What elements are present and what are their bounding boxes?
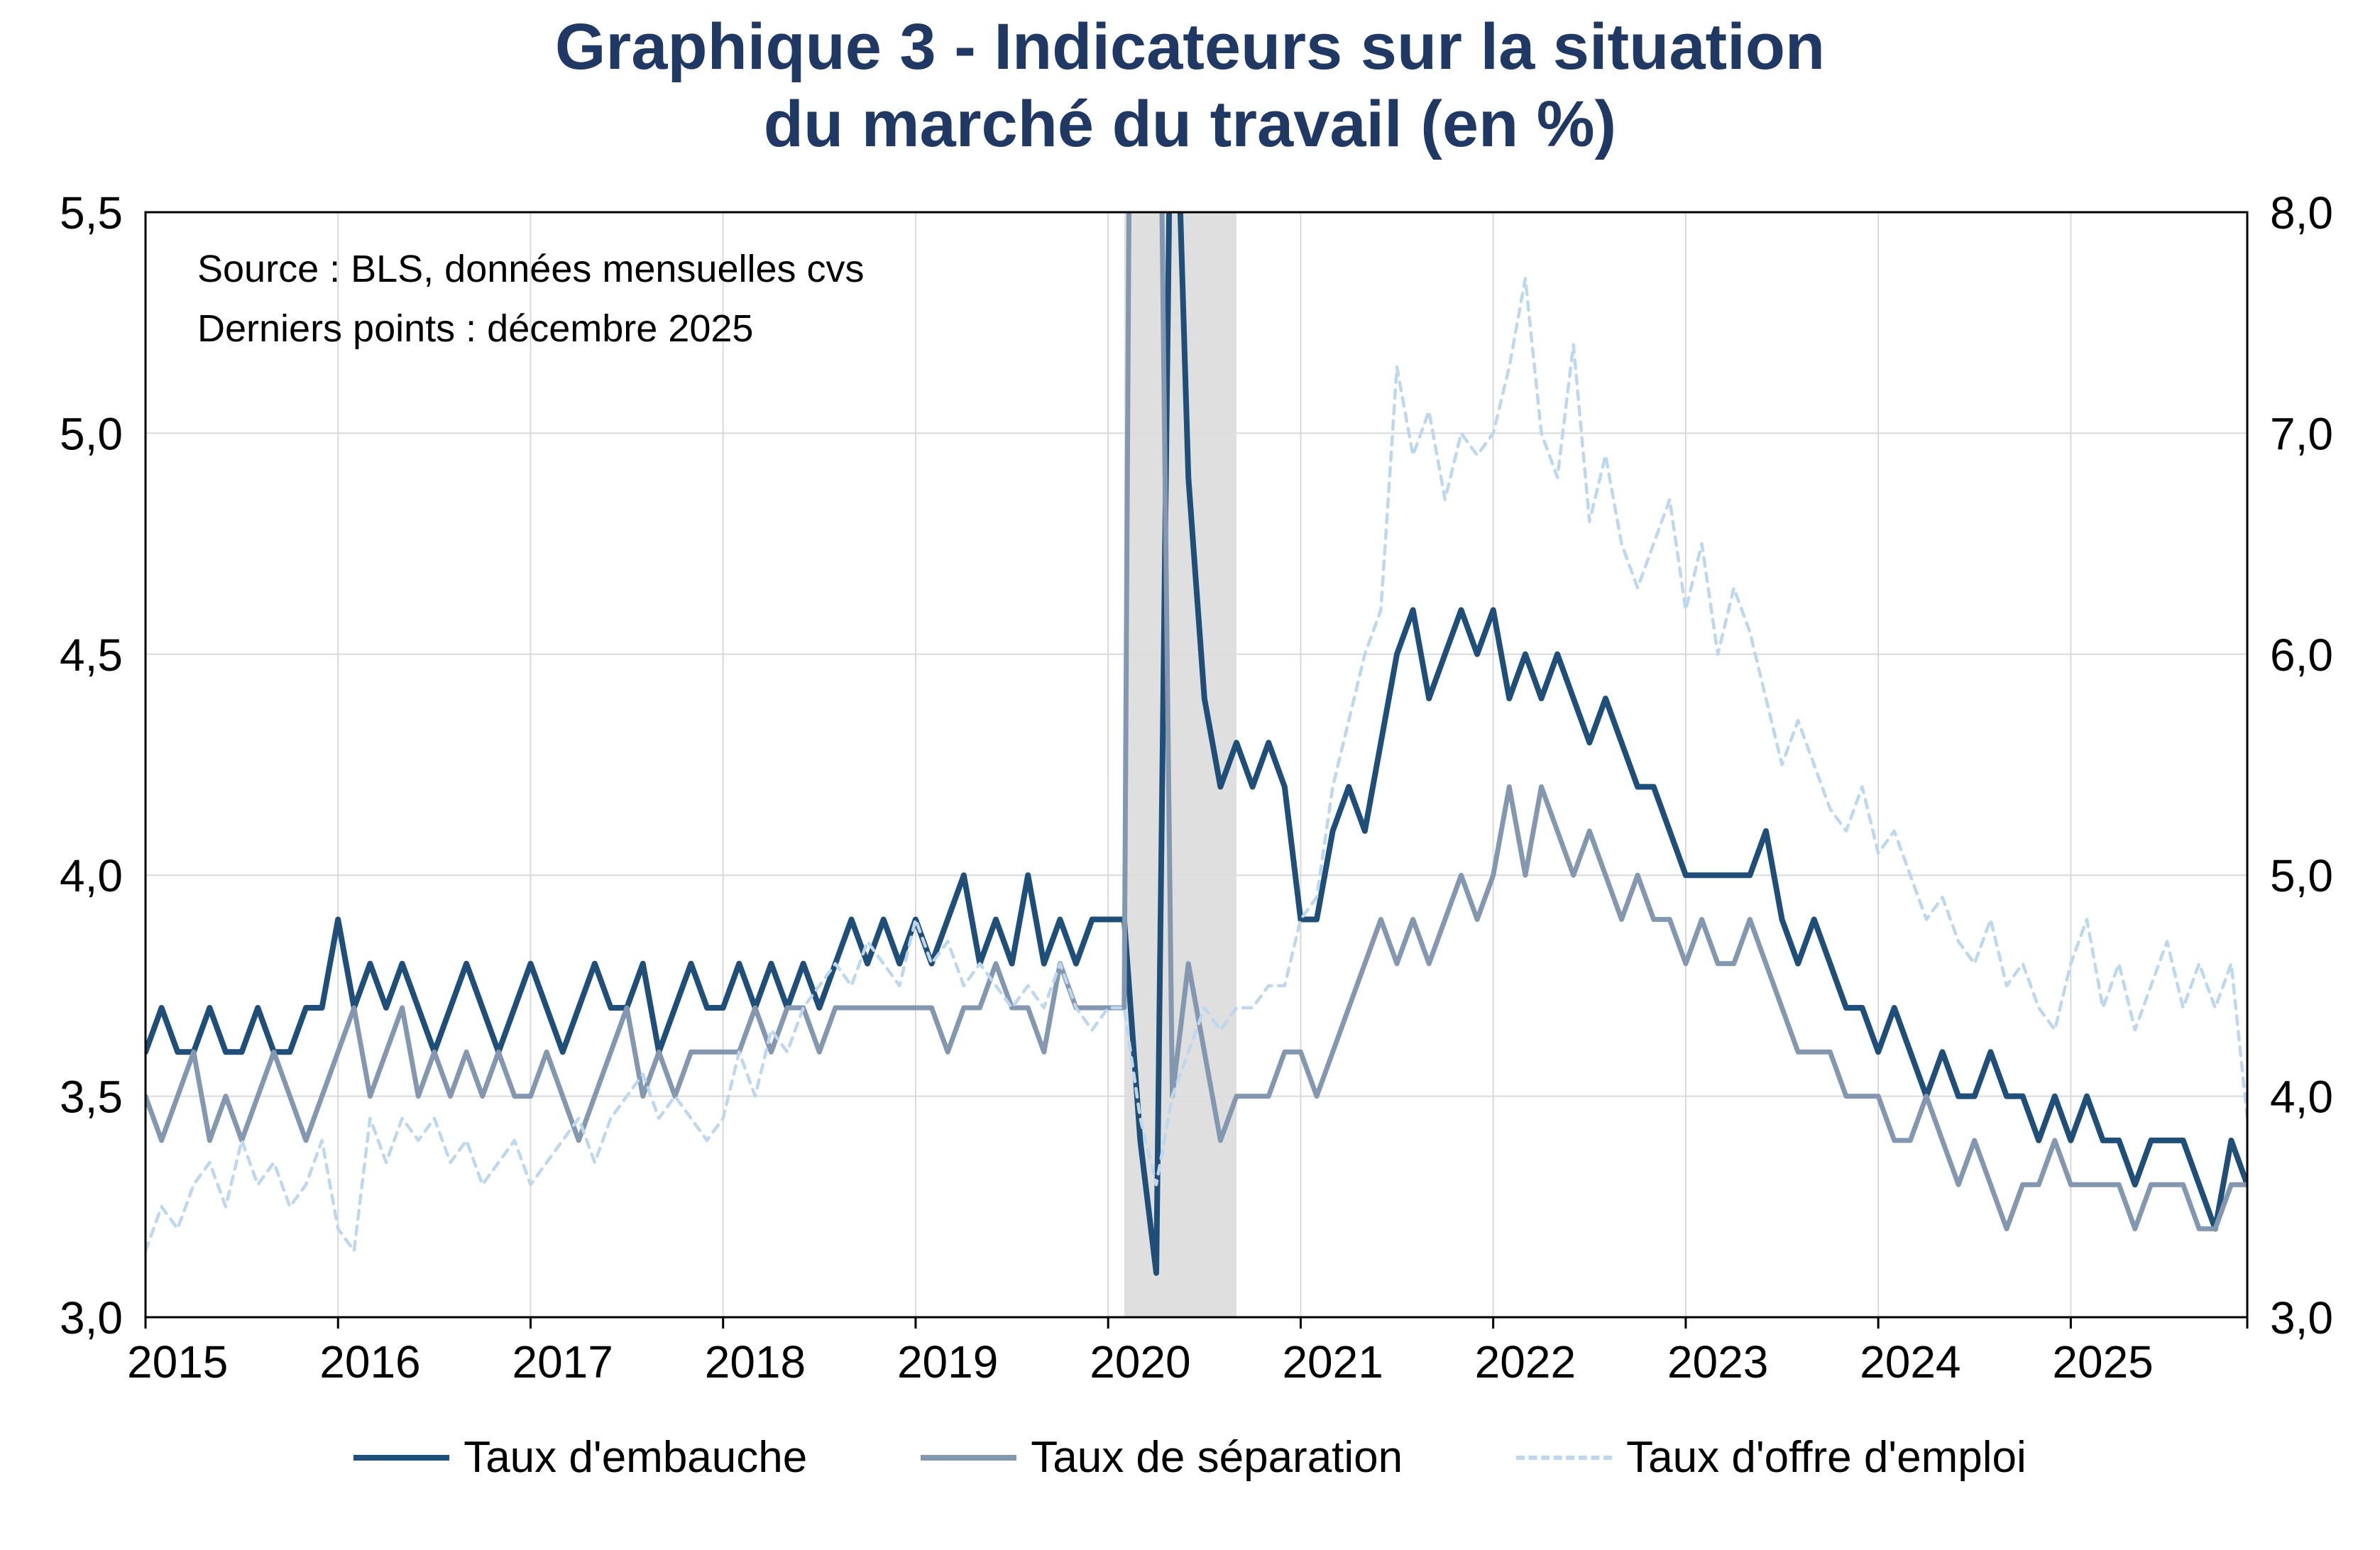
left-axis-tick-label: 4,5 [60,630,123,681]
right-axis-tick-label: 5,0 [2270,850,2333,901]
left-axis-tick-label: 3,0 [60,1292,123,1343]
last-points-line: Derniers points : décembre 2025 [197,307,754,350]
x-axis-tick-label: 2022 [1475,1336,1576,1387]
legend: Taux d'embauche Taux de séparation Taux … [0,1432,2380,1483]
legend-swatch-separation-line [921,1454,1017,1461]
left-axis-tick-label: 5,5 [60,187,123,238]
series-line-0 [146,212,2247,1276]
left-axis-tick-label: 5,0 [60,408,123,459]
series-line-1 [146,212,2247,1231]
right-axis-tick-label: 4,0 [2270,1072,2333,1123]
right-axis-tick-label: 7,0 [2270,408,2333,459]
source-line: Source : BLS, données mensuelles cvs [197,248,865,290]
x-axis-tick-label: 2021 [1282,1336,1383,1387]
x-axis-tick-label: 2024 [1860,1336,1961,1387]
legend-item-embauche: Taux d'embauche [353,1432,807,1483]
legend-label-embauche: Taux d'embauche [464,1433,808,1482]
x-axis-tick-label: 2023 [1667,1336,1768,1387]
legend-label-separation: Taux de séparation [1031,1433,1403,1482]
x-axis-tick-label: 2017 [512,1336,613,1387]
right-axis-tick-label: 3,0 [2270,1292,2333,1343]
left-axis-tick-label: 4,0 [60,850,123,901]
legend-swatch-offre-line [1516,1455,1613,1460]
left-axis-tick-label: 3,5 [60,1072,123,1123]
legend-label-offre: Taux d'offre d'emploi [1626,1433,2027,1482]
x-axis-tick-label: 2025 [2052,1336,2153,1387]
chart-title-line1: Graphique 3 - Indicateurs sur la situati… [554,11,1826,83]
legend-item-offre: Taux d'offre d'emploi [1516,1432,2027,1483]
legend-item-separation: Taux de séparation [921,1432,1403,1483]
right-axis-tick-label: 6,0 [2270,630,2333,681]
series-line-2 [146,277,2247,1253]
right-axis-tick-label: 8,0 [2270,187,2333,238]
plot-border [144,211,2249,1319]
x-axis-tick-label: 2016 [319,1336,420,1387]
chart-title-line2: du marché du travail (en %) [763,87,1617,160]
x-axis-tick-label: 2019 [897,1336,998,1387]
legend-swatch-embauche-line [353,1454,450,1461]
source-note: Source : BLS, données mensuelles cvs Der… [197,240,865,358]
x-axis-tick-label: 2015 [127,1336,228,1387]
x-axis-tick-label: 2020 [1090,1336,1190,1387]
chart-title: Graphique 3 - Indicateurs sur la situati… [0,9,2380,163]
x-axis-tick-label: 2018 [705,1336,806,1387]
